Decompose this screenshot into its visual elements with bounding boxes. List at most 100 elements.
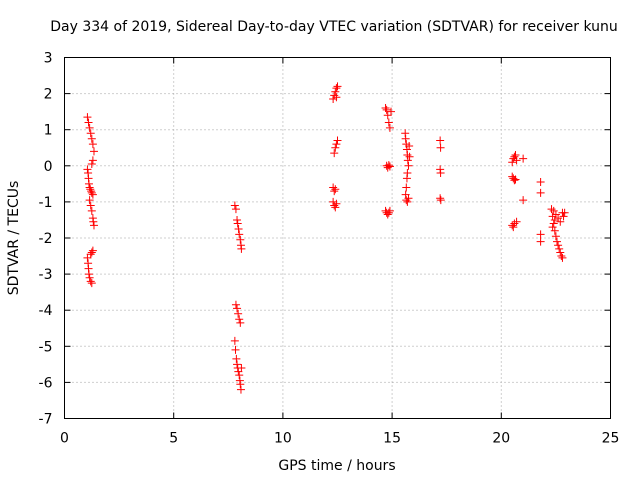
data-point [384, 161, 393, 170]
data-point [329, 183, 338, 192]
x-axis-label: GPS time / hours [278, 458, 395, 474]
y-tick-label: 2 [44, 87, 53, 103]
data-point [385, 162, 394, 171]
data-point [557, 252, 566, 261]
data-point [235, 315, 244, 324]
data-point [508, 158, 517, 167]
data-point [329, 197, 338, 206]
data-point [558, 253, 567, 262]
data-point [84, 270, 93, 279]
data-point [511, 175, 520, 184]
data-point [519, 196, 528, 205]
x-tick-label: 25 [602, 431, 620, 447]
data-point [510, 152, 519, 161]
grid [64, 57, 611, 419]
data-point [331, 87, 340, 96]
data-point [84, 118, 93, 127]
data-point [88, 156, 97, 165]
x-tick-label: 0 [60, 431, 69, 447]
y-tick-label: -7 [39, 412, 53, 428]
data-point [436, 136, 445, 145]
data-point [382, 105, 391, 114]
x-tick-label: 10 [274, 431, 292, 447]
y-tick-label: -1 [39, 195, 53, 211]
data-point [85, 273, 94, 282]
y-tick-label: -5 [39, 339, 53, 355]
data-point [233, 215, 242, 224]
data-point [233, 360, 242, 369]
data-point [89, 217, 98, 226]
y-tick-label: 0 [44, 159, 53, 175]
chart-title: Day 334 of 2019, Sidereal Day-to-day VTE… [50, 19, 618, 35]
data-point [519, 154, 528, 163]
x-tick-label: 15 [383, 431, 401, 447]
data-point [381, 104, 390, 113]
data-point [549, 206, 558, 215]
data-point [87, 134, 96, 143]
data-point [236, 235, 245, 244]
data-point [332, 140, 341, 149]
data-point [402, 174, 411, 183]
data-point [536, 178, 545, 187]
data-point [436, 169, 445, 178]
data-point [383, 210, 392, 219]
data-point [330, 149, 339, 158]
data-point [402, 196, 411, 205]
data-point [556, 217, 565, 226]
data-point [332, 84, 341, 93]
axis-ticks [64, 57, 611, 419]
data-point [403, 197, 412, 206]
data-point [536, 188, 545, 197]
data-point [549, 219, 558, 228]
data-point [83, 253, 92, 262]
data-point [332, 93, 341, 102]
data-point [85, 183, 94, 192]
data-point [87, 159, 96, 168]
data-point [329, 95, 338, 104]
data-point [235, 371, 244, 380]
data-point [235, 230, 244, 239]
data-point [404, 194, 413, 203]
data-point [86, 129, 95, 138]
data-point [88, 190, 97, 199]
data-point [402, 183, 411, 192]
data-point [548, 223, 557, 232]
data-point [83, 165, 92, 174]
data-point [236, 380, 245, 389]
data-point [385, 123, 394, 132]
data-point [554, 241, 563, 250]
y-tick-label: 1 [44, 123, 53, 139]
data-point [330, 187, 339, 196]
x-tick-label: 20 [492, 431, 510, 447]
data-point [231, 345, 240, 354]
data-point [331, 185, 340, 194]
data-point [510, 176, 519, 185]
data-point [331, 143, 340, 152]
data-point [230, 336, 239, 345]
data-point [384, 118, 393, 127]
data-point [86, 201, 95, 210]
data-point [509, 174, 518, 183]
y-tick-label: -3 [39, 267, 53, 283]
data-point [331, 203, 340, 212]
y-tick-label: -4 [39, 303, 53, 319]
y-tick-labels: -7 -6 -5 -4 -3 -2 -1 0 1 2 3 [39, 51, 53, 428]
data-point [559, 212, 568, 221]
data-point [87, 187, 96, 196]
data-point [330, 201, 339, 210]
data-point [555, 244, 564, 253]
data-point [405, 152, 414, 161]
data-point [85, 196, 94, 205]
data-point [552, 237, 561, 246]
y-tick-label: -6 [39, 375, 53, 391]
data-point [237, 244, 246, 253]
data-point [509, 223, 518, 232]
data-point [536, 237, 545, 246]
data-point [385, 206, 394, 215]
data-point [233, 304, 242, 313]
data-point [550, 226, 559, 235]
data-point [436, 143, 445, 152]
data-point [556, 248, 565, 257]
data-point [387, 107, 396, 116]
